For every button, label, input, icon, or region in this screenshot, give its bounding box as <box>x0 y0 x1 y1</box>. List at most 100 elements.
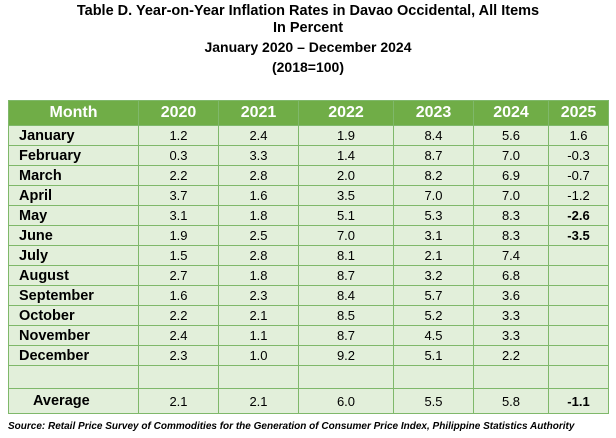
month-label: September <box>8 285 139 306</box>
month-label: February <box>8 145 139 166</box>
month-label: November <box>8 325 139 346</box>
value-cell-2024: 3.6 <box>473 285 549 306</box>
blank-cell <box>473 365 549 389</box>
value-cell-2021: 1.6 <box>218 185 299 206</box>
value-cell-2020: 2.7 <box>138 265 219 286</box>
table-row: April 3.7 1.6 3.5 7.0 7.0 -1.2 <box>8 185 609 206</box>
value-cell-2021: 1.8 <box>218 205 299 226</box>
header-2025: 2025 <box>548 100 609 126</box>
value-cell-2024: 7.0 <box>473 145 549 166</box>
average-value-2020: 2.1 <box>138 388 219 414</box>
average-value-2022: 6.0 <box>298 388 394 414</box>
blank-cell <box>548 365 609 389</box>
blank-cell <box>393 365 474 389</box>
month-label: December <box>8 345 139 366</box>
value-cell-2022: 9.2 <box>298 345 394 366</box>
inflation-table: Month 2020 2021 2022 2023 2024 2025 Janu… <box>8 100 609 414</box>
value-cell-2021: 2.8 <box>218 245 299 266</box>
value-cell-2024: 3.3 <box>473 305 549 326</box>
value-cell-2022: 8.7 <box>298 325 394 346</box>
value-cell-2024: 2.2 <box>473 345 549 366</box>
header-2022: 2022 <box>298 100 394 126</box>
value-cell-2024: 8.3 <box>473 225 549 246</box>
source-note: Source: Retail Price Survey of Commoditi… <box>8 421 575 432</box>
blank-cell <box>218 365 299 389</box>
average-value-2025: -1.1 <box>548 388 609 414</box>
value-cell-2023: 4.5 <box>393 325 474 346</box>
month-label: July <box>8 245 139 266</box>
value-cell-2020: 0.3 <box>138 145 219 166</box>
month-label: August <box>8 265 139 286</box>
value-cell-2020: 1.2 <box>138 125 219 146</box>
value-cell-2020: 2.3 <box>138 345 219 366</box>
value-cell-2025 <box>548 325 609 346</box>
value-cell-2022: 8.4 <box>298 285 394 306</box>
table-row: August 2.7 1.8 8.7 3.2 6.8 <box>8 265 609 286</box>
average-value-2021: 2.1 <box>218 388 299 414</box>
average-value-2024: 5.8 <box>473 388 549 414</box>
month-label: March <box>8 165 139 186</box>
value-cell-2023: 3.2 <box>393 265 474 286</box>
value-cell-2020: 2.2 <box>138 305 219 326</box>
average-label: Average <box>8 388 139 414</box>
value-cell-2024: 7.4 <box>473 245 549 266</box>
value-cell-2022: 8.7 <box>298 265 394 286</box>
value-cell-2025: -0.3 <box>548 145 609 166</box>
header-2020: 2020 <box>138 100 219 126</box>
value-cell-2022: 5.1 <box>298 205 394 226</box>
value-cell-2023: 7.0 <box>393 185 474 206</box>
value-cell-2020: 1.6 <box>138 285 219 306</box>
blank-cell <box>138 365 219 389</box>
month-label: January <box>8 125 139 146</box>
value-cell-2021: 1.0 <box>218 345 299 366</box>
value-cell-2022: 1.9 <box>298 125 394 146</box>
value-cell-2021: 1.8 <box>218 265 299 286</box>
table-row: July 1.5 2.8 8.1 2.1 7.4 <box>8 245 609 266</box>
value-cell-2022: 1.4 <box>298 145 394 166</box>
table-row: October 2.2 2.1 8.5 5.2 3.3 <box>8 305 609 326</box>
value-cell-2024: 6.8 <box>473 265 549 286</box>
value-cell-2025: -3.5 <box>548 225 609 246</box>
value-cell-2021: 2.5 <box>218 225 299 246</box>
value-cell-2023: 8.4 <box>393 125 474 146</box>
value-cell-2025 <box>548 345 609 366</box>
value-cell-2022: 7.0 <box>298 225 394 246</box>
value-cell-2025: -0.7 <box>548 165 609 186</box>
value-cell-2025 <box>548 305 609 326</box>
value-cell-2023: 5.2 <box>393 305 474 326</box>
table-unit: In Percent <box>272 20 344 36</box>
value-cell-2020: 1.9 <box>138 225 219 246</box>
table-row: November 2.4 1.1 8.7 4.5 3.3 <box>8 325 609 346</box>
value-cell-2023: 5.1 <box>393 345 474 366</box>
value-cell-2023: 3.1 <box>393 225 474 246</box>
value-cell-2025: -2.6 <box>548 205 609 226</box>
value-cell-2020: 3.7 <box>138 185 219 206</box>
value-cell-2021: 2.8 <box>218 165 299 186</box>
value-cell-2020: 2.4 <box>138 325 219 346</box>
value-cell-2025 <box>548 245 609 266</box>
value-cell-2020: 3.1 <box>138 205 219 226</box>
table-title: Table D. Year-on-Year Inflation Rates in… <box>76 3 540 19</box>
value-cell-2024: 3.3 <box>473 325 549 346</box>
value-cell-2022: 8.5 <box>298 305 394 326</box>
value-cell-2025 <box>548 285 609 306</box>
value-cell-2023: 8.7 <box>393 145 474 166</box>
table-header-row: Month 2020 2021 2022 2023 2024 2025 <box>8 100 609 126</box>
average-row: Average 2.1 2.1 6.0 5.5 5.8 -1.1 <box>8 388 609 414</box>
value-cell-2021: 3.3 <box>218 145 299 166</box>
blank-row <box>8 365 609 389</box>
value-cell-2022: 2.0 <box>298 165 394 186</box>
header-2023: 2023 <box>393 100 474 126</box>
table-base-year: (2018=100) <box>271 59 344 75</box>
month-label: October <box>8 305 139 326</box>
value-cell-2020: 2.2 <box>138 165 219 186</box>
value-cell-2023: 5.7 <box>393 285 474 306</box>
table-row: December 2.3 1.0 9.2 5.1 2.2 <box>8 345 609 366</box>
month-label: May <box>8 205 139 226</box>
value-cell-2025: -1.2 <box>548 185 609 206</box>
value-cell-2024: 6.9 <box>473 165 549 186</box>
title-block: Table D. Year-on-Year Inflation Rates in… <box>0 0 616 76</box>
table-row: September 1.6 2.3 8.4 5.7 3.6 <box>8 285 609 306</box>
table-row: February 0.3 3.3 1.4 8.7 7.0 -0.3 <box>8 145 609 166</box>
